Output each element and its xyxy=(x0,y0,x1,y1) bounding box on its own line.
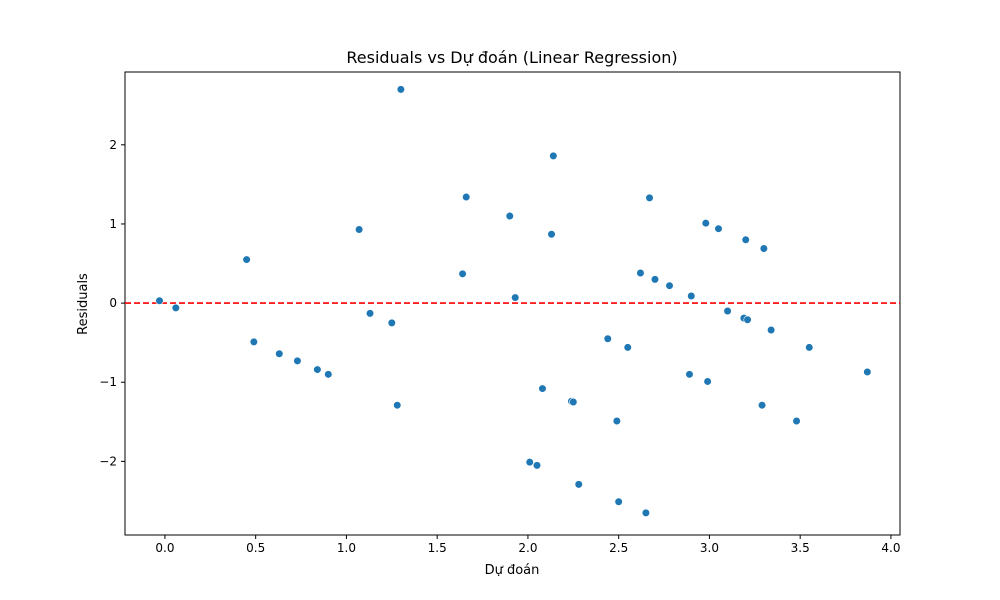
scatter-point xyxy=(155,296,164,305)
scatter-point xyxy=(249,337,258,346)
scatter-point xyxy=(863,367,872,377)
scatter-point xyxy=(767,325,776,335)
scatter-point xyxy=(743,315,752,324)
x-axis-label: Dự đoán xyxy=(485,563,540,578)
x-tick-label: 0.5 xyxy=(246,541,265,555)
scatter-point xyxy=(387,318,396,327)
y-tick-label: 0 xyxy=(109,296,117,310)
scatter-point xyxy=(525,458,534,467)
y-tick-label: −2 xyxy=(99,454,117,468)
scatter-point xyxy=(714,224,723,233)
x-tick-label: 1.0 xyxy=(337,541,356,555)
scatter-point xyxy=(275,349,284,358)
scatter-point xyxy=(685,370,694,379)
scatter-point xyxy=(532,461,542,470)
y-axis-label: Residuals xyxy=(76,273,91,335)
scatter-point xyxy=(365,309,375,318)
x-tick-label: 2.0 xyxy=(518,541,537,555)
y-tick-label: 1 xyxy=(109,217,117,231)
scatter-point xyxy=(538,384,547,393)
scatter-point xyxy=(805,343,814,352)
scatter-point xyxy=(171,303,180,312)
scatter-point xyxy=(741,235,750,244)
scatter-point xyxy=(641,508,651,517)
scatter-point xyxy=(723,306,732,316)
scatter-point xyxy=(511,293,520,302)
scatter-point xyxy=(242,255,251,264)
scatter-point xyxy=(569,397,578,407)
scatter-point xyxy=(757,401,767,410)
scatter-point xyxy=(603,334,612,343)
x-tick-label: 2.5 xyxy=(609,541,628,555)
x-tick-label: 0.0 xyxy=(155,541,174,555)
scatter-point xyxy=(293,356,302,365)
scatter-point xyxy=(759,244,768,253)
scatter-point xyxy=(792,416,801,426)
scatter-point xyxy=(462,192,471,202)
scatter-point xyxy=(650,275,660,284)
scatter-point xyxy=(687,291,696,301)
scatter-point xyxy=(458,269,467,278)
scatter-point xyxy=(549,151,558,160)
scatter-point xyxy=(703,377,712,386)
scatter-point xyxy=(612,416,621,426)
x-tick-label: 3.5 xyxy=(791,541,810,555)
scatter-point xyxy=(636,268,645,278)
plot-area xyxy=(124,71,901,536)
scatter-point xyxy=(396,85,405,94)
x-tick-label: 1.5 xyxy=(428,541,447,555)
scatter-point xyxy=(505,211,514,221)
scatter-points xyxy=(155,85,872,517)
scatter-point xyxy=(701,219,710,228)
scatter-point xyxy=(547,230,556,239)
x-tick-label: 4.0 xyxy=(881,541,900,555)
x-axis: 0.0 0.5 1.0 1.5 2.0 2.5 3.0 3.5 4.0 xyxy=(155,535,900,555)
chart-title: Residuals vs Dự đoán (Linear Regression) xyxy=(346,48,677,67)
scatter-point xyxy=(623,343,632,352)
y-tick-label: 2 xyxy=(109,138,117,152)
scatter-point xyxy=(313,365,322,374)
scatter-point xyxy=(614,497,623,506)
y-axis: −2 −1 0 1 2 xyxy=(99,138,125,468)
scatter-point xyxy=(665,281,674,290)
y-tick-label: −1 xyxy=(99,375,117,389)
scatter-point xyxy=(324,370,333,379)
scatter-point xyxy=(645,193,654,202)
x-tick-label: 3.0 xyxy=(700,541,719,555)
scatter-point xyxy=(355,225,364,234)
scatter-point xyxy=(574,480,583,489)
scatter-point xyxy=(393,401,402,410)
